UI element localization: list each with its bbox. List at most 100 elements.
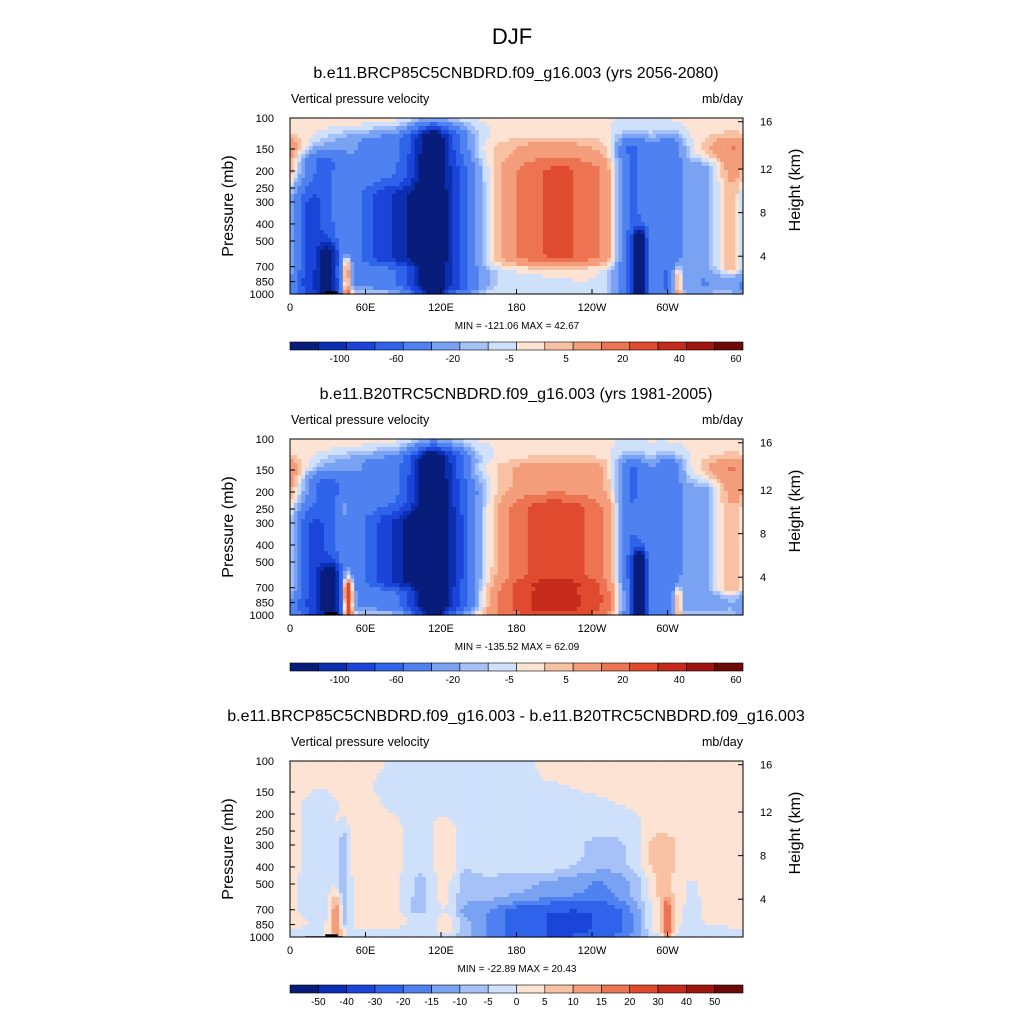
heatmap-cell <box>388 138 393 143</box>
heatmap-cell <box>709 174 714 179</box>
heatmap-cell <box>335 210 340 215</box>
heatmap-cell <box>576 218 582 223</box>
heatmap-cell <box>456 238 461 243</box>
heatmap-cell <box>625 138 631 143</box>
heatmap-cell <box>667 210 672 215</box>
heatmap-cell <box>659 270 665 275</box>
heatmap-cell <box>418 266 423 271</box>
heatmap-cell <box>584 238 589 243</box>
heatmap-cell <box>735 190 740 195</box>
heatmap-cell <box>474 258 480 263</box>
heatmap-cell <box>569 258 574 263</box>
heatmap-cell <box>625 202 631 207</box>
heatmap-cell <box>720 174 725 179</box>
heatmap-cell <box>418 278 423 283</box>
heatmap-cell <box>550 282 555 287</box>
heatmap-cell <box>444 198 450 203</box>
heatmap-cell <box>388 166 393 171</box>
heatmap-cell <box>701 198 706 203</box>
heatmap-cell <box>395 126 401 131</box>
heatmap-cell <box>471 198 476 203</box>
heatmap-cell <box>739 126 744 131</box>
heatmap-cell <box>576 274 582 279</box>
heatmap-cell <box>369 174 374 179</box>
heatmap-cell <box>414 198 419 203</box>
heatmap-cell <box>342 198 348 203</box>
heatmap-cell <box>361 210 367 215</box>
heatmap-cell <box>573 226 578 231</box>
heatmap-cell <box>705 234 710 239</box>
heatmap-cell <box>486 166 491 171</box>
heatmap-cell <box>561 246 567 251</box>
heatmap-cell <box>705 146 710 151</box>
heatmap-cell <box>558 162 563 167</box>
heatmap-cell <box>388 234 393 239</box>
heatmap-cell <box>297 202 302 207</box>
heatmap-cell <box>675 150 680 155</box>
heatmap-cell <box>331 218 336 223</box>
heatmap-cell <box>407 162 412 167</box>
heatmap-cell <box>614 194 620 199</box>
heatmap-cell <box>486 210 491 215</box>
heatmap-cell <box>599 242 604 247</box>
heatmap-cell <box>595 246 601 251</box>
heatmap-cell <box>524 182 529 187</box>
heatmap-cell <box>308 206 314 211</box>
heatmap-cell <box>373 134 378 139</box>
heatmap-cell <box>297 146 302 151</box>
heatmap-cell <box>376 242 382 247</box>
heatmap-cell <box>625 174 631 179</box>
heatmap-cell <box>720 222 725 227</box>
heatmap-cell <box>508 238 514 243</box>
heatmap-cell <box>565 234 570 239</box>
heatmap-cell <box>580 118 586 123</box>
heatmap-cell <box>542 210 548 215</box>
heatmap-cell <box>727 146 733 151</box>
heatmap-cell <box>312 138 318 143</box>
heatmap-cell <box>671 226 676 231</box>
heatmap-cell <box>467 266 472 271</box>
heatmap-cell <box>497 206 503 211</box>
heatmap-cell <box>365 138 370 143</box>
heatmap-cell <box>297 210 302 215</box>
heatmap-cell <box>663 202 669 207</box>
heatmap-cell <box>323 202 329 207</box>
heatmap-cell <box>478 130 484 135</box>
heatmap-cell <box>727 186 733 191</box>
heatmap-cell <box>327 130 333 135</box>
heatmap-cell <box>637 166 642 171</box>
heatmap-cell <box>569 206 574 211</box>
heatmap-cell <box>693 150 699 155</box>
heatmap-cell <box>599 278 604 283</box>
heatmap-cell <box>712 118 718 123</box>
heatmap-cell <box>588 134 593 139</box>
heatmap-cell <box>448 234 453 239</box>
heatmap-cell <box>701 262 706 267</box>
heatmap-cell <box>512 154 518 159</box>
heatmap-cell <box>561 146 567 151</box>
heatmap-cell <box>388 190 393 195</box>
heatmap-cell <box>633 206 638 211</box>
heatmap-cell <box>365 282 370 287</box>
heatmap-cell <box>376 198 382 203</box>
heatmap-cell <box>667 130 672 135</box>
heatmap-cell <box>490 126 495 131</box>
heatmap-cell <box>290 194 295 199</box>
heatmap-cell <box>444 282 450 287</box>
heatmap-cell <box>546 270 552 275</box>
heatmap-cell <box>293 158 299 163</box>
heatmap-cell <box>474 246 480 251</box>
heatmap-cell <box>376 146 382 151</box>
heatmap-cell <box>535 270 540 275</box>
heatmap-cell <box>625 234 631 239</box>
heatmap-cell <box>354 178 359 183</box>
heatmap-cell <box>459 154 465 159</box>
heatmap-cell <box>705 142 710 147</box>
heatmap-cell <box>550 230 555 235</box>
heatmap-cell <box>456 194 461 199</box>
heatmap-cell <box>607 270 612 275</box>
heatmap-cell <box>388 154 393 159</box>
heatmap-cell <box>323 126 329 131</box>
heatmap-cell <box>365 210 370 215</box>
heatmap-cell <box>482 226 487 231</box>
